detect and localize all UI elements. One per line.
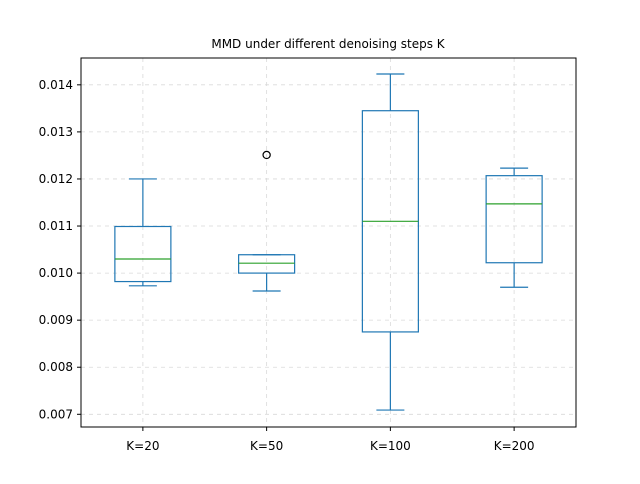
outlier-point: [262, 150, 271, 160]
box-group: [485, 167, 543, 288]
plot-layer: [114, 73, 543, 411]
y-tick-label: 0.008: [39, 360, 73, 374]
y-tick-label: 0.014: [39, 78, 73, 92]
box-group: [361, 73, 419, 411]
x-tick-label: K=50: [250, 439, 283, 453]
box-rect: [485, 175, 543, 264]
y-tick-label: 0.011: [39, 219, 73, 233]
y-tick-label: 0.009: [39, 313, 73, 327]
y-tick-label: 0.012: [39, 172, 73, 186]
box-group: [238, 150, 296, 292]
chart-title: MMD under different denoising steps K: [211, 37, 445, 51]
y-tick-label: 0.010: [39, 266, 73, 280]
x-tick-label: K=20: [126, 439, 159, 453]
box-rect: [238, 254, 296, 274]
x-tick-label: K=100: [370, 439, 411, 453]
box-group: [114, 178, 172, 287]
y-tick-label: 0.007: [39, 407, 73, 421]
y-tick-label: 0.013: [39, 125, 73, 139]
axes-frame: [80, 57, 577, 428]
box-rect: [114, 225, 172, 283]
x-tick-label: K=200: [494, 439, 535, 453]
axis-layer: 0.007 0.008 0.009 0.010 0.011 0.012 0.013 0.014…: [39, 57, 577, 453]
